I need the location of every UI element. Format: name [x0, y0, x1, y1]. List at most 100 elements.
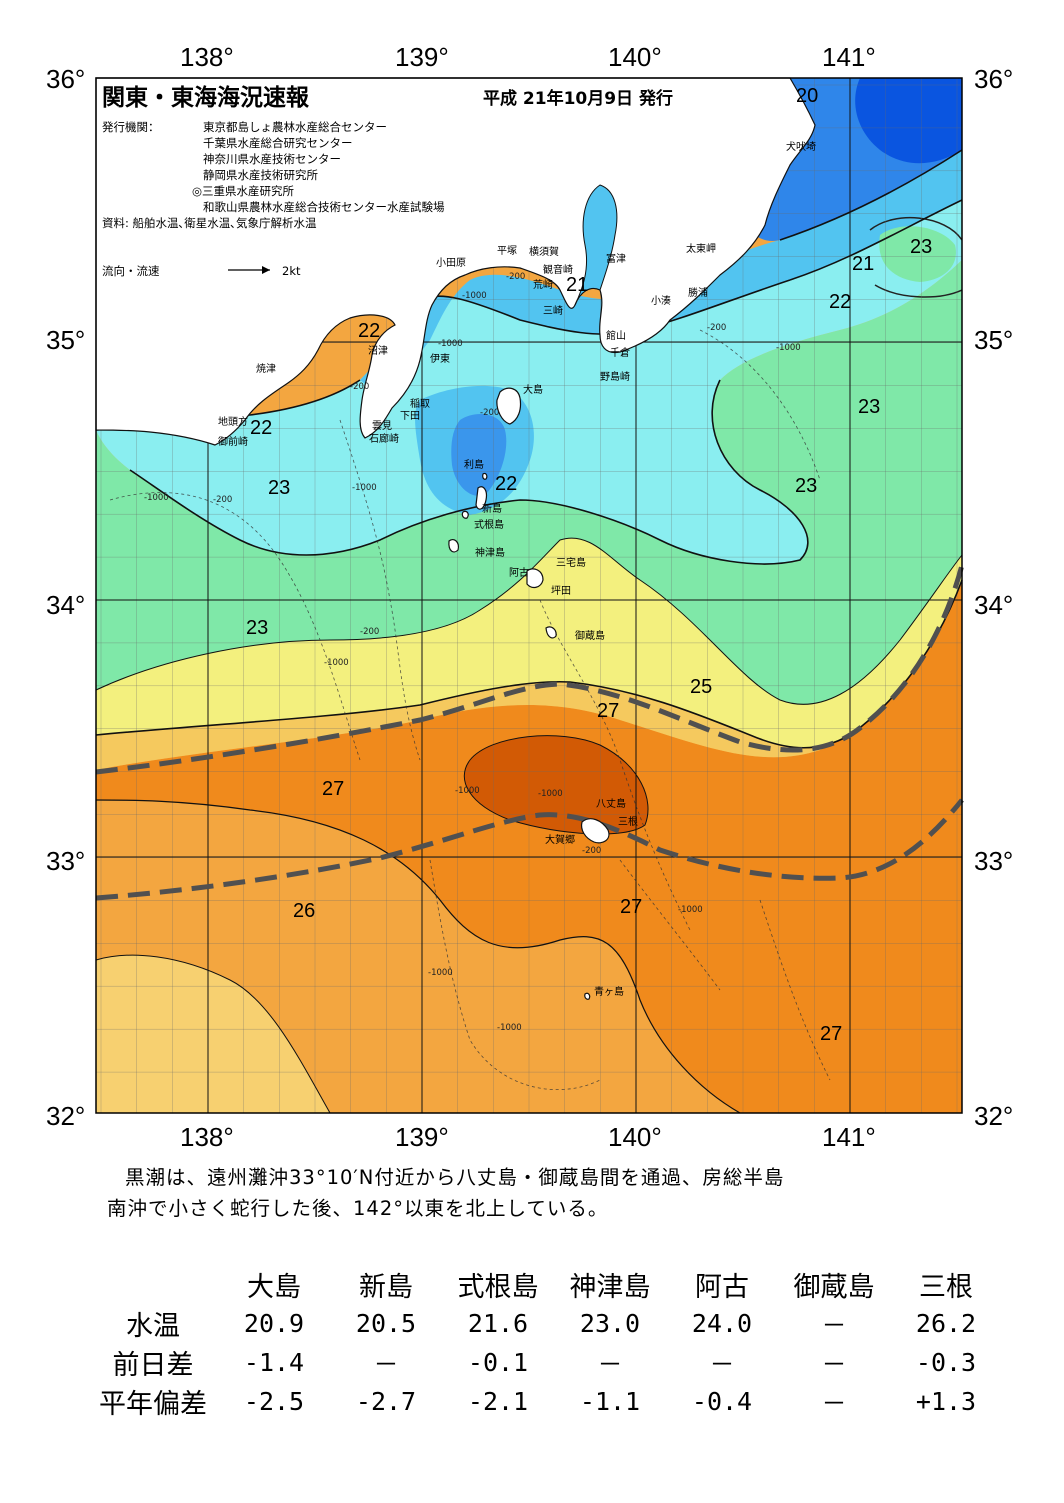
sst-23-patch-east	[879, 226, 956, 282]
depth-labels: -1000 -200 -1000 -200 -1000 -200 -1000 -…	[144, 272, 801, 1033]
table-cell: -0.1	[467, 1348, 529, 1377]
depth-label: -200	[707, 323, 726, 333]
place-tomiura: 富津	[606, 252, 626, 265]
depth-label: -1000	[455, 786, 480, 796]
depth-label: -200	[506, 272, 525, 282]
publisher-1: 東京都島しょ農林水産総合センター	[203, 120, 387, 134]
tokyo-bay	[574, 184, 618, 306]
isotherm-label: 27	[820, 1023, 842, 1045]
place-kumomi: 雲見	[372, 420, 392, 432]
place-mitsune: 三根	[618, 815, 638, 828]
column-header: 御蔵島	[793, 1272, 875, 1303]
depth-label: -200	[213, 495, 232, 505]
place-hachijojima: 八丈島	[596, 797, 626, 810]
publisher-4: 静岡県水産技術研究所	[203, 168, 318, 182]
lat-label-33-right: 33°	[974, 846, 1014, 876]
lat-label-34-left: 34°	[46, 590, 86, 620]
toshima-island	[482, 472, 488, 480]
map-title: 関東・東海海況速報	[102, 84, 310, 111]
row-label: 平年偏差	[99, 1389, 207, 1420]
sst-28-core	[464, 735, 648, 835]
depth-label: -1000	[538, 789, 563, 799]
sst-20-patch	[451, 414, 507, 496]
publisher-label: 発行機関：	[102, 120, 160, 134]
place-aogashima: 青ヶ島	[594, 985, 624, 998]
place-chikura: 千倉	[610, 346, 630, 359]
place-tateyama: 館山	[606, 329, 626, 342]
place-nojimazaki: 野島崎	[600, 370, 630, 383]
table-cell: 20.9	[243, 1309, 305, 1338]
table-cell: －	[597, 1349, 623, 1379]
place-numazu: 沼津	[368, 344, 388, 357]
place-oshima: 大島	[523, 383, 543, 396]
depth-label: -1000	[678, 905, 703, 915]
niijima-island	[475, 486, 488, 510]
table-cell: －	[821, 1388, 847, 1418]
depth-label: -1000	[352, 483, 377, 493]
place-mikurajima: 御蔵島	[575, 629, 605, 642]
table-cell: 24.0	[691, 1309, 753, 1338]
isotherm-label: 21	[852, 253, 874, 275]
table-row: 平年偏差 -2.5 -2.7 -2.1 -1.1 -0.4 － +1.3	[88, 1382, 1002, 1421]
table-header-row: 大島 新島 式根島 神津島 阿古 御蔵島 三根	[88, 1265, 1002, 1304]
column-header: 神津島	[569, 1272, 651, 1303]
kozushima-island	[448, 539, 459, 553]
table-cell: 23.0	[579, 1309, 641, 1338]
place-ito: 伊東	[430, 352, 450, 365]
shikinejima-island	[461, 510, 469, 519]
depth-label: -1000	[776, 343, 801, 353]
miyakejima-island	[526, 568, 544, 589]
isotherm-label: 23	[268, 477, 290, 499]
place-kominato: 小湊	[651, 294, 671, 307]
isotherm-label: 27	[620, 896, 642, 918]
place-inatori: 稲取	[410, 398, 430, 410]
place-hiratsuka: 平塚	[497, 245, 517, 257]
publisher-2: 千葉県水産総合研究センター	[203, 136, 353, 150]
sst-25-southwest	[96, 955, 330, 1113]
column-header: 三根	[919, 1272, 973, 1303]
table-cell: -1.1	[579, 1387, 641, 1416]
legend-label: 流向・流速	[102, 264, 160, 278]
depth-label: -1000	[462, 291, 487, 301]
column-header: 新島	[359, 1272, 413, 1303]
place-arasaki: 荒崎	[533, 278, 553, 291]
lat-label-34-right: 34°	[974, 590, 1014, 620]
data-sources: 資料: 船舶水温､衛星水温､気象庁解析水温	[102, 216, 317, 230]
lon-label-140-top: 140°	[608, 42, 662, 72]
lat-label-36-right: 36°	[974, 64, 1014, 94]
column-header: 式根島	[457, 1272, 539, 1303]
place-shimoda: 下田	[400, 411, 420, 422]
place-niijima: 新島	[482, 502, 502, 515]
depth-label: -200	[350, 382, 369, 392]
legend-arrowhead	[262, 266, 270, 274]
isotherm-value-labels: 20 21 21 22 22 22 22 23 23 23 23 23 25 2…	[246, 85, 932, 1045]
depth-label: -1000	[438, 339, 463, 349]
isotherm-label: 23	[910, 236, 932, 258]
table-cell: 26.2	[915, 1309, 977, 1338]
isotherm-label: 22	[250, 417, 272, 439]
place-tsubota: 坪田	[551, 584, 571, 597]
place-miyakejima: 三宅島	[556, 556, 586, 569]
depth-label: -200	[360, 627, 379, 637]
table-cell: －	[821, 1310, 847, 1340]
depth-label: -1000	[144, 493, 169, 503]
place-katsuura: 勝浦	[688, 286, 708, 299]
legend-speed: 2kt	[282, 264, 301, 278]
isotherm-lines	[95, 149, 963, 1114]
table-row: 水温 20.9 20.5 21.6 23.0 24.0 － 26.2	[88, 1304, 1002, 1343]
table-cell: -0.3	[915, 1348, 977, 1377]
place-shikinejima: 式根島	[474, 518, 504, 531]
publisher-3: 神奈川県水産技術センター	[203, 152, 341, 166]
isotherm-label: 23	[795, 475, 817, 497]
table-cell: -2.1	[467, 1387, 529, 1416]
place-taitozaki: 太東岬	[686, 242, 716, 255]
place-misaki: 三崎	[543, 304, 563, 317]
depth-contours	[109, 329, 831, 1091]
table-cell: 21.6	[467, 1309, 529, 1338]
place-irozaki: 石廊崎	[369, 432, 399, 445]
sst-23-zone	[96, 260, 962, 705]
isotherm-label: 21	[566, 274, 588, 296]
place-ako: 阿古	[509, 566, 529, 579]
sst-22-ring-east	[869, 217, 962, 298]
isotherm-label: 27	[322, 778, 344, 800]
